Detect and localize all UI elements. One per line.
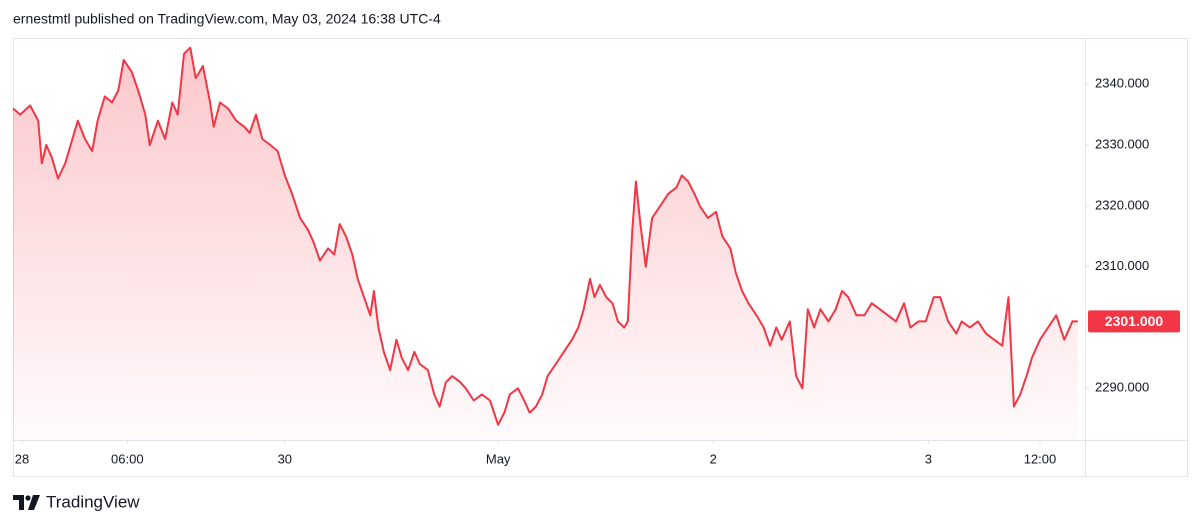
- x-tick-label: May: [486, 451, 511, 466]
- logo: [13, 495, 40, 510]
- x-tick-label: 28: [15, 451, 29, 466]
- x-tick-label: 2: [710, 451, 717, 466]
- logo-mark: [13, 495, 24, 510]
- x-tick-label: 30: [278, 451, 292, 466]
- x-tick-label: 12:00: [1024, 451, 1057, 466]
- price-line: [12, 46, 1078, 426]
- logo-dot: [25, 495, 31, 501]
- y-tick-label: 2310.000: [1095, 258, 1149, 273]
- last-price-box: [1088, 310, 1180, 333]
- y-tick-label: 2340.000: [1095, 76, 1149, 91]
- x-tick-label: 3: [925, 451, 932, 466]
- y-tick-label: 2320.000: [1095, 197, 1149, 212]
- area-fill: [13, 47, 1078, 440]
- y-tick-label: 2290.000: [1095, 380, 1149, 395]
- header: ernestmtl published on TradingView.com, …: [13, 11, 441, 27]
- footer-brand: TradingView: [46, 492, 140, 511]
- last-price-label: 2301.000: [1105, 313, 1164, 329]
- y-tick-label: 2330.000: [1095, 136, 1149, 151]
- logo-mark: [28, 495, 40, 510]
- x-tick-label: 06:00: [111, 451, 144, 466]
